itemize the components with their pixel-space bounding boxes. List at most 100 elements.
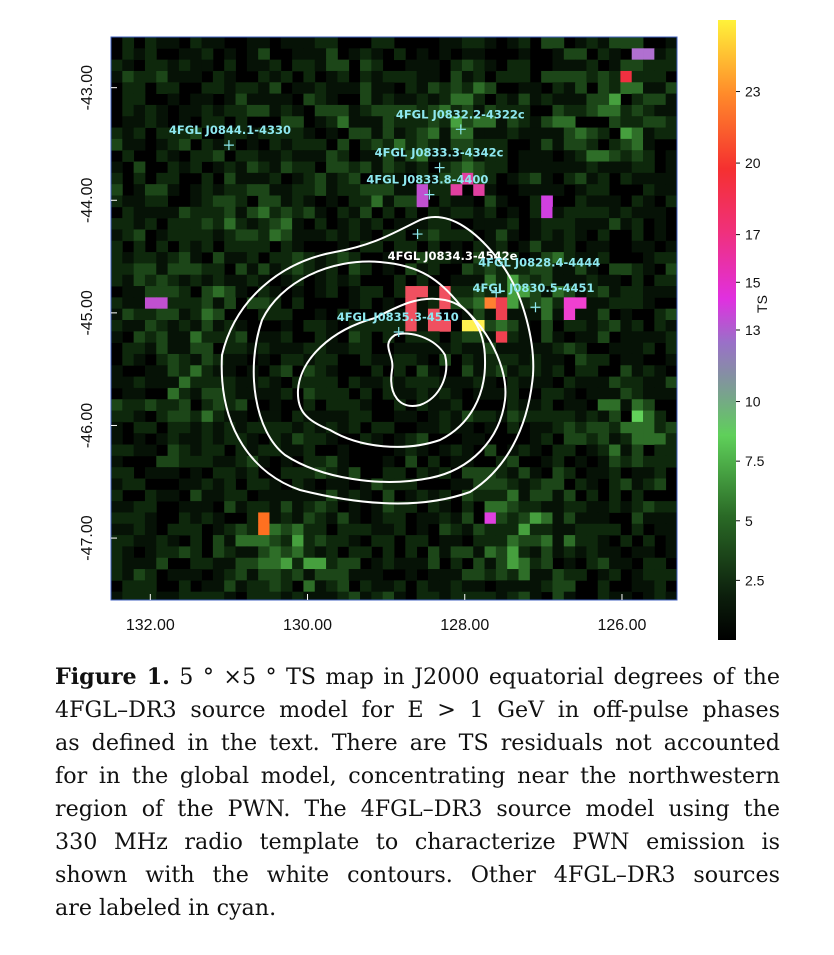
heatmap-cell [303, 138, 316, 151]
heatmap-cell [586, 172, 599, 185]
heatmap-cell [269, 286, 282, 298]
heatmap-cell [326, 59, 338, 72]
heatmap-cell [631, 37, 644, 49]
heatmap-cell [371, 320, 384, 332]
heatmap-cell [235, 546, 248, 559]
heatmap-cell [156, 195, 168, 208]
heatmap-cell [654, 70, 667, 83]
heatmap-cell [360, 206, 372, 219]
heatmap-cell [552, 569, 565, 581]
heatmap-cell [461, 342, 474, 355]
heatmap-cell [654, 433, 667, 445]
heatmap-cell [258, 376, 270, 389]
heatmap-cell [609, 444, 621, 457]
heatmap-cell [337, 399, 350, 411]
heatmap-cell [303, 93, 316, 106]
heatmap-cell [224, 365, 236, 377]
heatmap-cell [394, 512, 406, 525]
heatmap-cell [371, 512, 384, 525]
heatmap-cell [518, 297, 531, 310]
heatmap-cell [416, 297, 429, 310]
heatmap-cell [122, 252, 135, 264]
heatmap-cell [552, 365, 565, 377]
heatmap-cell [427, 320, 440, 332]
heatmap-cell [450, 240, 463, 253]
heatmap-cell [314, 37, 327, 49]
heatmap-cell [461, 37, 474, 49]
heatmap-cell [518, 535, 531, 547]
heatmap-cell [360, 410, 372, 423]
heatmap-cell [224, 523, 236, 536]
heatmap-cell [552, 184, 565, 196]
heatmap-cell [280, 455, 293, 468]
heatmap-cell [144, 263, 157, 276]
heatmap-cell [586, 161, 599, 174]
heatmap-cell [575, 376, 587, 389]
heatmap-cell [416, 172, 429, 185]
heatmap-cell [269, 444, 282, 457]
heatmap-cell [552, 342, 565, 355]
heatmap-cell [552, 274, 565, 287]
heatmap-cell [495, 195, 508, 208]
colorbar-tick-label: 2.5 [745, 572, 765, 588]
heatmap-cell [461, 104, 474, 117]
heatmap-cell [416, 489, 429, 502]
heatmap-cell [258, 104, 270, 117]
heatmap-cell [586, 557, 599, 570]
heatmap-cell [643, 48, 655, 61]
heatmap-cell [495, 535, 508, 547]
heatmap-cell [348, 331, 361, 344]
heatmap-cell [371, 591, 384, 600]
heatmap-cell [360, 342, 372, 355]
heatmap-cell [292, 37, 304, 49]
heatmap-cell [597, 93, 610, 106]
heatmap-cell [654, 376, 667, 389]
heatmap-cell [450, 252, 463, 264]
heatmap-cell [665, 591, 677, 600]
heatmap-cell [178, 376, 191, 389]
heatmap-cell [665, 569, 677, 581]
heatmap-cell [439, 184, 451, 196]
heatmap-cell [258, 580, 270, 593]
heatmap-cell [450, 512, 463, 525]
heatmap-cell [484, 229, 497, 242]
heatmap-cell [348, 297, 361, 310]
heatmap-cell [405, 444, 418, 457]
source-marker [412, 229, 423, 240]
heatmap-cell [620, 376, 633, 389]
heatmap-cell [518, 59, 531, 72]
heatmap-cell [122, 535, 135, 547]
heatmap-cell [597, 546, 610, 559]
heatmap-cell [133, 399, 146, 411]
heatmap-cell [280, 274, 293, 287]
heatmap-cell [178, 274, 191, 287]
heatmap-cell [665, 535, 677, 547]
heatmap-cell [178, 127, 191, 140]
heatmap-cell [144, 580, 157, 593]
heatmap-cell [212, 523, 225, 536]
heatmap-cell [427, 512, 440, 525]
heatmap-cell [665, 93, 677, 106]
heatmap-cell [394, 308, 406, 321]
heatmap-cell [348, 535, 361, 547]
heatmap-cell [643, 580, 655, 593]
heatmap-cell [337, 512, 350, 525]
heatmap-cell [405, 342, 418, 355]
heatmap-cell [280, 535, 293, 547]
heatmap-cell [144, 421, 157, 434]
heatmap-cell [348, 410, 361, 423]
heatmap-cell [643, 252, 655, 264]
heatmap-cell [246, 263, 259, 276]
heatmap-cell [337, 387, 350, 400]
heatmap-cell [394, 138, 406, 151]
heatmap-cell [597, 523, 610, 536]
heatmap-cell [269, 252, 282, 264]
heatmap-cell [292, 421, 304, 434]
heatmap-cell [586, 433, 599, 445]
heatmap-cell [654, 478, 667, 491]
heatmap-cell [371, 353, 384, 366]
heatmap-cell [529, 252, 542, 264]
heatmap-cell [552, 161, 565, 174]
heatmap-cell [654, 569, 667, 581]
heatmap-cell [427, 206, 440, 219]
